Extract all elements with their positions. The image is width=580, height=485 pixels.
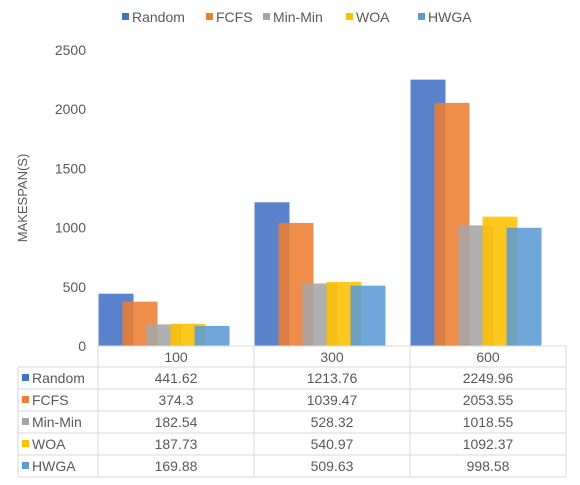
x-tick-label: 100 [164,349,188,365]
legend-item-min-min: Min-Min [263,9,323,25]
data-table: 100 300 600 Random 441.62 1213.76 2249.96 FCFS 3… [17,345,567,478]
table-row-label: HWGA [32,458,76,474]
table-row-swatch [22,418,29,425]
legend-label: Min-Min [273,9,323,25]
legend: Random FCFS Min-Min WOA HWGA [122,9,472,25]
legend-item-fcfs: FCFS [206,9,253,25]
data-label: 182.54 [155,414,198,430]
legend-label: HWGA [428,9,472,25]
data-label: 1018.55 [463,414,514,430]
table-row-swatch [22,462,29,469]
table-row-swatch [22,374,29,381]
y-tick-label: 2000 [55,101,86,117]
legend-swatch [263,13,270,20]
data-label: 509.63 [311,458,354,474]
data-label: 1039.47 [307,392,358,408]
data-label: 998.58 [467,458,510,474]
legend-swatch [346,13,353,20]
x-tick-label: 300 [320,349,344,365]
x-tick-label: 600 [476,349,500,365]
y-tick-label: 1000 [55,220,86,236]
legend-label: Random [132,9,185,25]
legend-label: WOA [356,9,390,25]
data-label: 1213.76 [307,370,358,386]
table-row-label: Random [32,370,85,386]
data-label: 2249.96 [463,370,514,386]
data-label: 2053.55 [463,392,514,408]
table-row-swatch [22,396,29,403]
y-tick-label: 2500 [55,42,86,58]
table-row-min-min: Min-Min 182.54 528.32 1018.55 [22,414,514,430]
table-row-fcfs: FCFS 374.3 1039.47 2053.55 [22,392,514,408]
legend-item-random: Random [122,9,185,25]
y-axis: 0 500 1000 1500 2000 2500 [55,42,86,354]
bar-hwga-100 [194,325,230,346]
legend-item-woa: WOA [346,9,390,25]
legend-swatch [418,13,425,20]
legend-label: FCFS [216,9,253,25]
bar-hwga-300 [350,285,386,346]
table-row-label: Min-Min [32,414,82,430]
data-label: 441.62 [155,370,198,386]
table-row-hwga: HWGA 169.88 509.63 998.58 [22,458,510,474]
bars [98,79,542,346]
y-tick-label: 0 [78,338,86,354]
table-row-swatch [22,440,29,447]
data-label: 528.32 [311,414,354,430]
data-label: 374.3 [158,392,193,408]
data-label: 169.88 [155,458,198,474]
data-label: 187.73 [155,436,198,452]
table-row-label: WOA [32,436,66,452]
table-row-woa: WOA 187.73 540.97 1092.37 [22,436,514,452]
y-axis-label: MAKESPAN(S) [15,154,30,243]
table-row-random: Random 441.62 1213.76 2249.96 [22,370,514,386]
table-row-label: FCFS [32,392,69,408]
bar-hwga-600 [506,227,542,346]
legend-swatch [122,13,129,20]
legend-swatch [206,13,213,20]
y-tick-label: 500 [63,279,87,295]
data-label: 1092.37 [463,436,514,452]
legend-item-hwga: HWGA [418,9,472,25]
data-label: 540.97 [311,436,354,452]
y-tick-label: 1500 [55,160,86,176]
